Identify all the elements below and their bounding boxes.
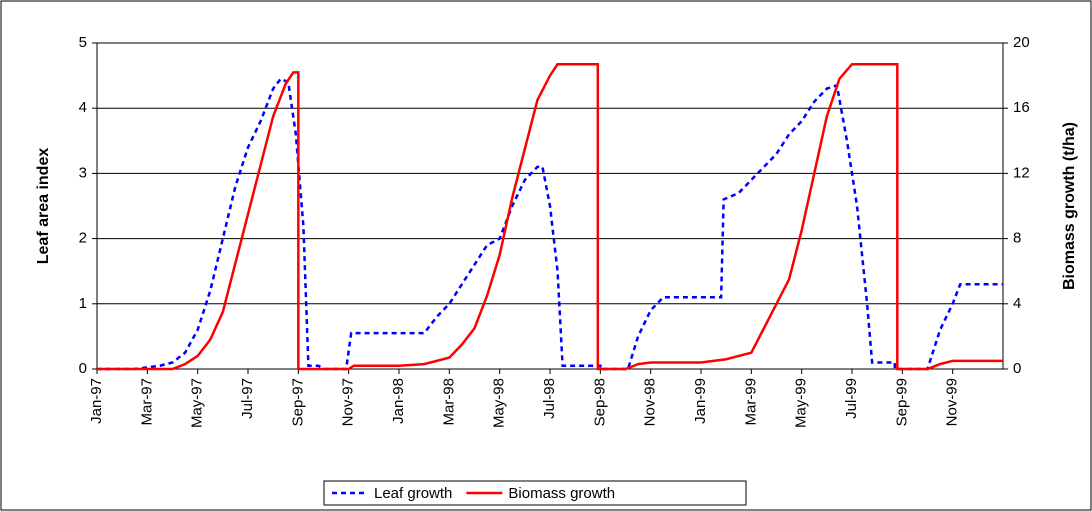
x-tick-label: Sep-97 [289,378,306,426]
legend-label: Biomass growth [508,485,615,502]
x-tick-label: Jan-98 [390,378,407,424]
x-tick-label: May-97 [189,378,206,428]
y2-tick-label: 0 [1013,360,1021,377]
y-axis-title: Leaf area index [35,148,52,265]
y-tick-label: 4 [79,99,87,116]
x-tick-label: Sep-98 [591,378,608,426]
x-tick-label: Jul-99 [843,378,860,419]
x-tick-label: Jan-99 [692,378,709,424]
y-tick-label: 0 [79,360,87,377]
data-line [97,62,1003,371]
plot-frame [96,42,1004,370]
y-tick-label: 1 [79,295,87,312]
x-tick-label: Nov-98 [642,378,659,426]
x-tick-label: Mar-98 [440,378,457,426]
x-tick-label: Nov-99 [944,378,961,426]
y2-axis-title: Biomass growth (t/ha) [1061,122,1078,290]
y2-tick-label: 8 [1013,230,1021,247]
y2-tick-label: 12 [1013,164,1030,181]
x-tick-label: Jul-97 [239,378,256,419]
y2-tick-label: 16 [1013,99,1030,116]
x-tick-label: Sep-99 [893,378,910,426]
x-tick-label: Jul-98 [541,378,558,419]
x-tick-label: Nov-97 [340,378,357,426]
legend-box [323,480,747,506]
y2-tick-label: 4 [1013,295,1021,312]
legend-label: Leaf growth [374,485,452,502]
y-tick-label: 3 [79,164,87,181]
y-tick-label: 2 [79,230,87,247]
x-tick-label: May-99 [793,378,810,428]
legend: Leaf growth Biomass growth [323,480,747,506]
x-tick-label: Jan-97 [88,378,105,424]
x-tick-label: Mar-99 [742,378,759,426]
y-tick-label: 5 [79,34,87,51]
y2-tick-label: 20 [1013,34,1030,51]
data-line [97,77,1003,371]
x-tick-label: Mar-97 [138,378,155,426]
x-tick-label: May-98 [491,378,508,428]
